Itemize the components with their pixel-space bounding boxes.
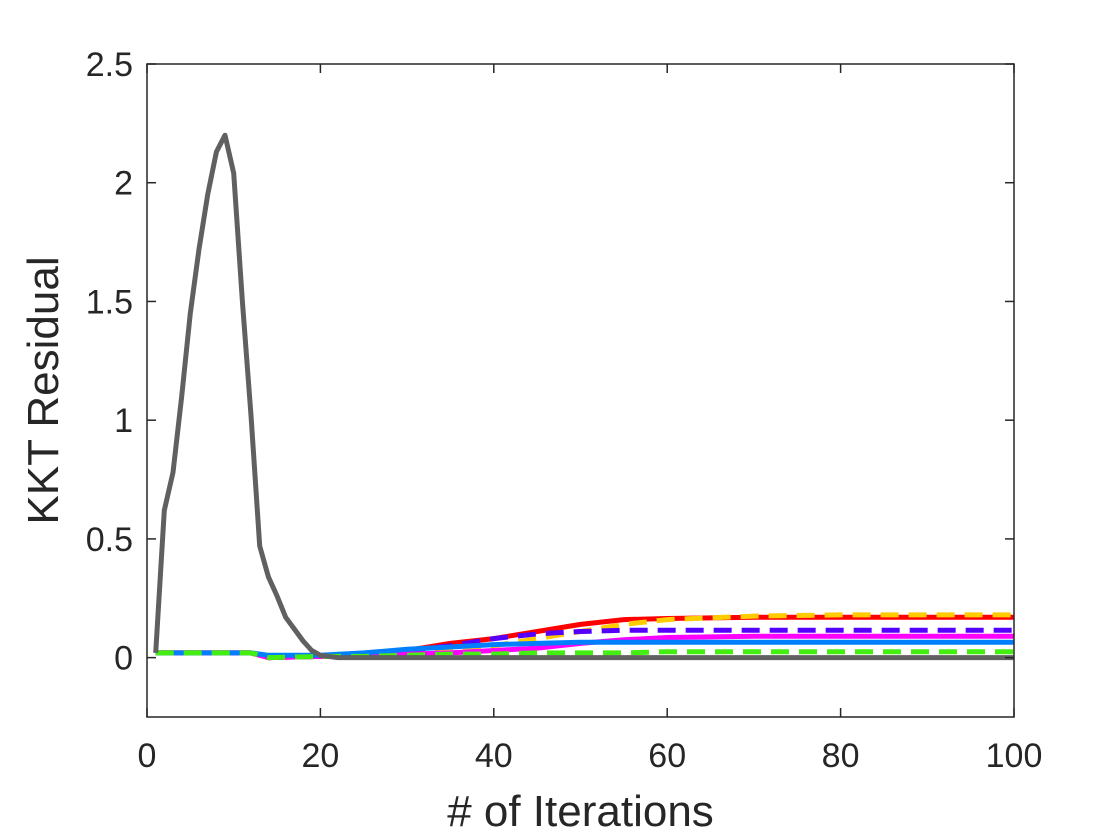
x-tick-label: 80: [822, 737, 860, 775]
y-tick-label: 1: [114, 402, 133, 440]
plot-area: [147, 64, 1014, 717]
x-tick-label: 100: [986, 737, 1043, 775]
series-line-2: [155, 612, 1014, 661]
tick-layer: 0 20 40 60 80 100 0 0.5 1 1.5 2 2.5: [86, 46, 1043, 775]
x-tick-label: 60: [648, 737, 686, 775]
plot-frame: [146, 63, 1015, 718]
y-tick-label: 2: [114, 165, 133, 203]
x-tick-label: 40: [475, 737, 513, 775]
x-tick-label: 0: [138, 737, 157, 775]
y-tick-label: 0.5: [86, 521, 133, 559]
series-line-7: [153, 132, 1014, 661]
series-layer: [153, 132, 1014, 661]
y-tick-label: 1.5: [86, 283, 133, 321]
y-tick-label: 2.5: [86, 46, 133, 84]
y-axis-title: KKT Residual: [19, 256, 68, 524]
series-line-5: [155, 639, 1014, 658]
x-tick-label: 20: [301, 737, 339, 775]
y-tick-label: 0: [114, 640, 133, 678]
x-axis-title: # of Iterations: [447, 787, 714, 836]
